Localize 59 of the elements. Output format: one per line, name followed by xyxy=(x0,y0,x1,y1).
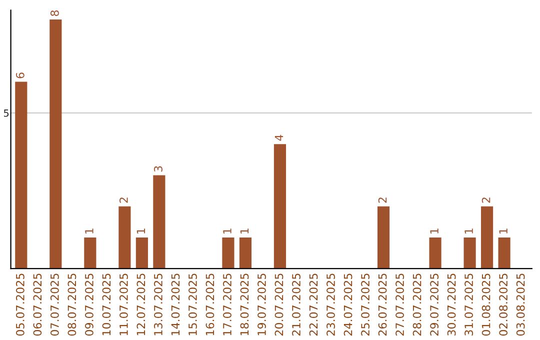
bar xyxy=(136,237,148,269)
x-tick-label: 22.07.2025 xyxy=(309,274,318,336)
x-tick-label: 03.08.2025 xyxy=(516,274,525,336)
x-tick-label: 29.07.2025 xyxy=(430,274,438,336)
data-label: 1 xyxy=(136,228,146,234)
data-label: 1 xyxy=(223,228,232,234)
x-tick-label: 25.07.2025 xyxy=(361,274,370,336)
x-tick-label: 21.07.2025 xyxy=(292,274,300,336)
data-label: 1 xyxy=(85,228,94,234)
x-tick-label: 31.07.2025 xyxy=(464,274,474,336)
x-tick-label: 02.08.2025 xyxy=(499,274,508,336)
data-label: 1 xyxy=(240,228,249,234)
x-tick-label: 18.07.2025 xyxy=(240,274,249,336)
x-tick-label: 05.07.2025 xyxy=(16,274,24,336)
bar xyxy=(377,206,390,269)
bar xyxy=(84,237,96,269)
y-tick-label: 5 xyxy=(4,110,9,117)
data-label: 1 xyxy=(464,228,473,234)
data-label: 1 xyxy=(430,228,438,234)
data-label: 6 xyxy=(16,72,24,78)
bar xyxy=(239,237,252,269)
bar xyxy=(429,237,442,269)
bar xyxy=(153,175,166,269)
x-tick-label: 13.07.2025 xyxy=(154,274,162,336)
x-tick-label: 06.07.2025 xyxy=(33,274,42,336)
bar xyxy=(481,206,494,269)
data-label: 8 xyxy=(50,10,59,16)
data-label: 2 xyxy=(120,198,128,203)
x-tick-label: 16.07.2025 xyxy=(206,274,214,336)
x-tick-label: 30.07.2025 xyxy=(447,274,456,336)
x-tick-label: 17.07.2025 xyxy=(223,274,232,336)
x-tick-label: 20.07.2025 xyxy=(274,274,284,336)
data-label: 2 xyxy=(378,198,387,203)
bar xyxy=(222,237,234,269)
data-label: 3 xyxy=(154,166,162,172)
x-tick-label: 14.07.2025 xyxy=(171,274,180,336)
x-tick-label: 01.08.2025 xyxy=(482,274,490,336)
x-tick-label: 08.07.2025 xyxy=(68,274,76,336)
data-label: 4 xyxy=(274,134,284,141)
bar xyxy=(464,237,476,269)
x-tick-label: 27.07.2025 xyxy=(396,274,404,336)
bar xyxy=(118,206,131,269)
x-tick-label: 19.07.2025 xyxy=(258,274,266,336)
data-label: 2 xyxy=(482,198,490,203)
x-tick-label: 09.07.2025 xyxy=(84,274,94,336)
data-label: 1 xyxy=(499,228,508,234)
x-tick-label: 11.07.2025 xyxy=(120,274,128,336)
x-tick-label: 28.07.2025 xyxy=(412,274,422,336)
x-tick-label: 07.07.2025 xyxy=(50,274,59,336)
x-tick-label: 24.07.2025 xyxy=(344,274,352,336)
bar xyxy=(498,237,510,269)
bar xyxy=(15,82,28,269)
x-tick-label: 12.07.2025 xyxy=(136,274,146,336)
x-tick-label: 26.07.2025 xyxy=(378,274,387,336)
bar xyxy=(50,20,62,269)
bar xyxy=(274,144,286,269)
x-tick-label: 23.07.2025 xyxy=(326,274,335,336)
x-tick-label: 10.07.2025 xyxy=(102,274,111,336)
x-tick-label: 15.07.2025 xyxy=(188,274,197,336)
